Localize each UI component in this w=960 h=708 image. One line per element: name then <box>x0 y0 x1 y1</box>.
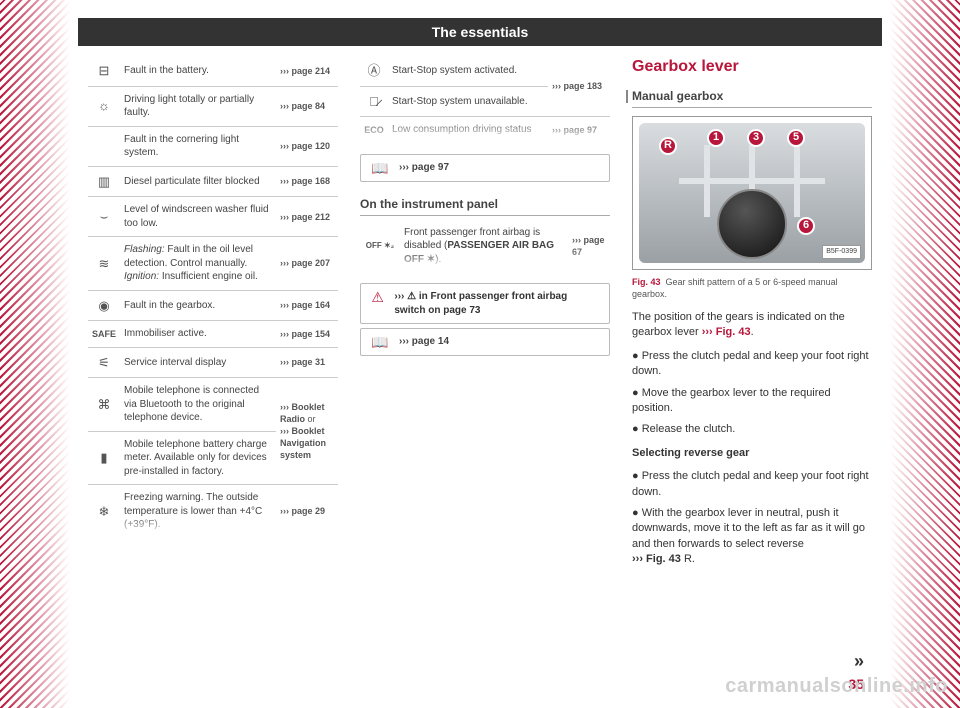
table-row: ≋Flashing: Fault in the oil level detect… <box>88 237 338 291</box>
figure-box: R 1 3 5 2 4 6 B5F-0399 <box>632 116 872 270</box>
table-row: Fault in the cornering light system.››› … <box>88 126 338 166</box>
list-item: Move the gearbox lever to the required p… <box>632 386 872 417</box>
table-row: ⚟Service interval display››› page 31 <box>88 347 338 378</box>
dpf-icon: ▥ <box>88 166 120 197</box>
badge-gear-5: 5 <box>787 129 805 147</box>
list-item: Release the clutch. <box>632 422 872 437</box>
figure-caption-text: Gear shift pattern of a 5 or 6-speed man… <box>632 277 838 299</box>
safe-icon: SAFE <box>88 321 120 348</box>
row-text: Flashing: Fault in the oil level detecti… <box>120 237 276 291</box>
light-icon: ☼ <box>88 86 120 126</box>
row-text: Level of windscreen washer fluid too low… <box>120 197 276 237</box>
figure-code: B5F-0399 <box>822 245 861 258</box>
row-ref: ››› page 154 <box>276 321 338 348</box>
gearbox-title: Gearbox lever <box>632 56 872 78</box>
book-icon: 📖 <box>369 335 391 349</box>
column-1: ⊟Fault in the battery.››› page 214 ☼Driv… <box>88 56 338 574</box>
row-ref: ››› page 207 <box>276 237 338 291</box>
table-row: ▥Diesel particulate filter blocked››› pa… <box>88 166 338 197</box>
row-ref: ››› page 84 <box>276 86 338 126</box>
service-icon: ⚟ <box>88 347 120 378</box>
info-box: 📖 ››› page 97 <box>360 154 610 182</box>
startstop-off-icon: Ⓐ̷ <box>360 86 388 117</box>
continuation-mark: » <box>854 651 864 672</box>
row-text: Immobiliser active. <box>120 321 276 348</box>
watermark: carmanualsonline.info <box>725 675 948 698</box>
row-text: Driving light totally or partially fault… <box>120 86 276 126</box>
row-ref: ››› page 212 <box>276 197 338 237</box>
cornering-icon <box>88 126 120 166</box>
warning-box: ⚠ ››› ⚠ in Front passenger front airbag … <box>360 283 610 324</box>
badge-gear-1: 1 <box>707 129 725 147</box>
row-text: Fault in the cornering light system. <box>120 126 276 166</box>
list-item: With the gearbox lever in neutral, push … <box>632 506 872 568</box>
startstop-on-icon: Ⓐ <box>360 56 388 86</box>
table-row: ◉Fault in the gearbox.››› page 164 <box>88 290 338 321</box>
pattern-line <box>794 145 800 217</box>
fade-decor <box>360 118 610 144</box>
badge-gear-3: 3 <box>747 129 765 147</box>
info-box-text: ››› page 97 <box>399 161 449 175</box>
right-edge-decor <box>890 0 960 708</box>
row-ref: ››› page 168 <box>276 166 338 197</box>
list-item: Press the clutch pedal and keep your foo… <box>632 349 872 380</box>
row-ref: ››› page 164 <box>276 290 338 321</box>
subheading-reverse: Selecting reverse gear <box>632 446 872 461</box>
row-ref: ››› Booklet Radio or››› Booklet Navigati… <box>276 378 338 485</box>
battery-icon: ⊟ <box>88 56 120 86</box>
row-text: Service interval display <box>120 347 276 378</box>
left-edge-decor <box>0 0 70 708</box>
warning-table-1: ⊟Fault in the battery.››› page 214 ☼Driv… <box>88 56 338 539</box>
bluetooth-icon: ⌘ <box>88 378 120 432</box>
pattern-line <box>704 145 710 217</box>
row-ref: ››› page 183 <box>548 56 610 117</box>
instruction-list: Press the clutch pedal and keep your foo… <box>632 349 872 438</box>
badge-gear-6: 6 <box>797 217 815 235</box>
figure-caption: Fig. 43 Gear shift pattern of a 5 or 6-s… <box>632 276 872 300</box>
row-text: Start-Stop system unavailable. <box>388 86 548 117</box>
row-ref: ››› page 31 <box>276 347 338 378</box>
oil-icon: ≋ <box>88 237 120 291</box>
table-row: ⌘Mobile telephone is connected via Bluet… <box>88 378 338 432</box>
figure-label: Fig. 43 <box>632 277 661 287</box>
table-row: ⌣Level of windscreen washer fluid too lo… <box>88 197 338 237</box>
column-3: Gearbox lever Manual gearbox R 1 3 5 2 4 <box>632 56 872 574</box>
info-box: 📖 ››› page 14 <box>360 328 610 356</box>
section-title-panel: On the instrument panel <box>360 192 610 216</box>
battery-meter-icon: ▮ <box>88 431 120 485</box>
book-icon: 📖 <box>369 161 391 175</box>
columns-container: ⊟Fault in the battery.››› page 214 ☼Driv… <box>70 56 890 574</box>
row-text: Diesel particulate filter blocked <box>120 166 276 197</box>
row-text: Fault in the gearbox. <box>120 290 276 321</box>
row-text: Mobile telephone is connected via Blueto… <box>120 378 276 432</box>
para-1: The position of the gears is indicated o… <box>632 310 872 341</box>
row-text: Start-Stop system activated. <box>388 56 548 86</box>
table-row: ☼Driving light totally or partially faul… <box>88 86 338 126</box>
badge-reverse: R <box>659 137 677 155</box>
fade-decor <box>360 247 610 273</box>
list-item: Press the clutch pedal and keep your foo… <box>632 469 872 500</box>
page-header: The essentials <box>78 18 882 46</box>
page-content: The essentials ⊟Fault in the battery.›››… <box>70 0 890 708</box>
instruction-list-reverse: Press the clutch pedal and keep your foo… <box>632 469 872 567</box>
gearbox-icon: ◉ <box>88 290 120 321</box>
gearbox-subtitle: Manual gearbox <box>632 88 872 108</box>
table-row: ⒶStart-Stop system activated.››› page 18… <box>360 56 610 86</box>
warning-box-text: ››› ⚠ in Front passenger front airbag sw… <box>394 290 601 317</box>
gearshift-diagram: R 1 3 5 2 4 6 B5F-0399 <box>639 123 865 263</box>
table-row: ⊟Fault in the battery.››› page 214 <box>88 56 338 86</box>
column-2: ⒶStart-Stop system activated.››› page 18… <box>360 56 610 574</box>
fade-decor <box>88 513 338 539</box>
row-ref: ››› page 120 <box>276 126 338 166</box>
gear-knob <box>717 189 787 259</box>
table-row: SAFEImmobiliser active.››› page 154 <box>88 321 338 348</box>
warning-icon: ⚠ <box>369 290 386 317</box>
info-box-text: ››› page 14 <box>399 335 449 349</box>
row-text: Mobile telephone battery charge meter. A… <box>120 431 276 485</box>
washer-icon: ⌣ <box>88 197 120 237</box>
row-text: Fault in the battery. <box>120 56 276 86</box>
row-ref: ››› page 214 <box>276 56 338 86</box>
